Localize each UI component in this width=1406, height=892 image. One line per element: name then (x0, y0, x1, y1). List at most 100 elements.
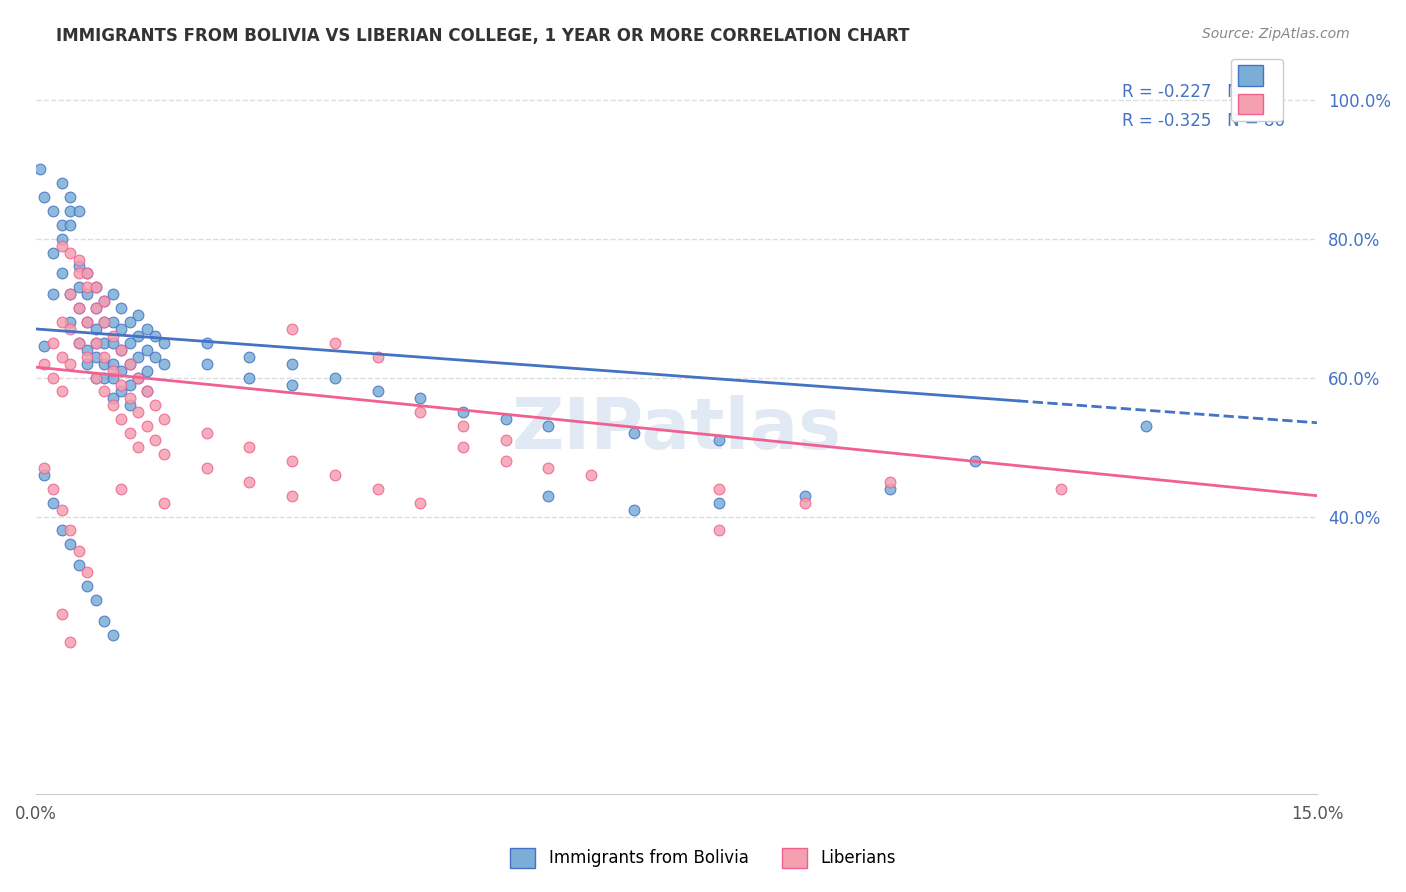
Point (84, 350, 107, 364)
Point (93, 294, 115, 309)
Point (30, 162, 52, 177)
Point (136, 384, 159, 399)
Point (537, 419, 560, 434)
Point (409, 405, 432, 419)
Point (367, 482, 389, 496)
Point (84, 593, 107, 607)
Point (51, 218, 73, 232)
Point (76, 565, 98, 579)
Point (136, 343, 159, 357)
Point (67, 301, 90, 315)
Point (67, 203, 90, 218)
Point (110, 343, 132, 357)
Point (51, 266, 73, 280)
Point (195, 461, 218, 475)
Point (495, 454, 517, 468)
Point (101, 357, 124, 371)
Point (67, 544, 90, 558)
Point (93, 335, 115, 350)
Point (101, 315, 124, 329)
Point (93, 614, 115, 628)
Point (127, 350, 149, 364)
Point (42, 495, 65, 509)
Point (59, 524, 82, 538)
Point (153, 447, 176, 461)
Point (281, 454, 304, 468)
Point (101, 287, 124, 301)
Point (59, 203, 82, 218)
Text: Source: ZipAtlas.com: Source: ZipAtlas.com (1202, 27, 1350, 41)
Point (101, 627, 124, 641)
Point (34, 339, 56, 353)
Point (127, 308, 149, 322)
Point (93, 384, 115, 399)
Point (281, 377, 304, 392)
Point (93, 350, 115, 364)
Point (67, 260, 90, 274)
Point (51, 238, 73, 252)
Point (136, 364, 159, 378)
Point (101, 370, 124, 384)
Point (51, 607, 73, 621)
Point (118, 398, 141, 412)
Point (51, 176, 73, 190)
Point (34, 461, 56, 475)
Point (495, 433, 517, 447)
Point (59, 218, 82, 232)
Point (281, 357, 304, 371)
Point (84, 335, 107, 350)
Point (195, 426, 218, 441)
Point (136, 322, 159, 336)
Point (623, 426, 645, 441)
Point (67, 335, 90, 350)
Point (118, 315, 141, 329)
Point (118, 357, 141, 371)
Point (1135, 419, 1157, 434)
Point (84, 280, 107, 294)
Point (42, 335, 65, 350)
Point (195, 335, 218, 350)
Point (42, 287, 65, 301)
Point (110, 343, 132, 357)
Point (76, 266, 98, 280)
Point (59, 322, 82, 336)
Point (145, 433, 167, 447)
Point (118, 426, 141, 441)
Point (101, 364, 124, 378)
Point (110, 377, 132, 392)
Point (323, 370, 346, 384)
Point (76, 280, 98, 294)
Point (51, 384, 73, 399)
Point (67, 301, 90, 315)
Point (101, 398, 124, 412)
Text: R = -0.227   N = 96: R = -0.227 N = 96 (1122, 83, 1285, 101)
Point (42, 203, 65, 218)
Point (1049, 482, 1071, 496)
Point (59, 190, 82, 204)
Point (495, 412, 517, 426)
Point (118, 357, 141, 371)
Point (579, 467, 602, 482)
Point (136, 384, 159, 399)
Point (59, 357, 82, 371)
Point (707, 524, 730, 538)
Point (76, 266, 98, 280)
Point (84, 335, 107, 350)
Point (323, 467, 346, 482)
Point (879, 482, 901, 496)
Point (59, 634, 82, 648)
Point (67, 266, 90, 280)
Point (118, 335, 141, 350)
Point (118, 377, 141, 392)
Point (153, 357, 176, 371)
Point (34, 467, 56, 482)
Point (451, 440, 474, 454)
Point (59, 315, 82, 329)
Point (707, 433, 730, 447)
Point (409, 495, 432, 509)
Point (76, 287, 98, 301)
Point (367, 350, 389, 364)
Point (84, 301, 107, 315)
Point (153, 335, 176, 350)
Point (93, 294, 115, 309)
